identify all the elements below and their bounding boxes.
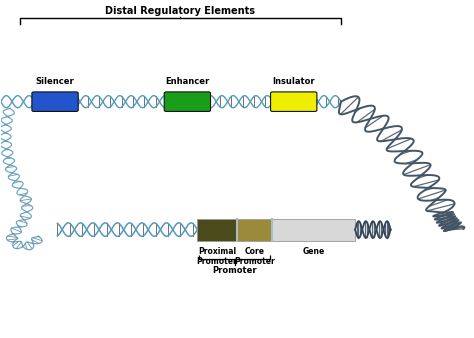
Text: Insulator: Insulator bbox=[273, 77, 315, 86]
Text: Silencer: Silencer bbox=[36, 77, 74, 86]
Text: Enhancer: Enhancer bbox=[165, 77, 210, 86]
Text: Promoter: Promoter bbox=[212, 266, 257, 275]
Text: Distal Regulatory Elements: Distal Regulatory Elements bbox=[105, 5, 255, 16]
FancyBboxPatch shape bbox=[164, 92, 210, 112]
Text: Proximal
Promoter: Proximal Promoter bbox=[197, 247, 237, 266]
FancyBboxPatch shape bbox=[273, 219, 355, 241]
FancyBboxPatch shape bbox=[32, 92, 78, 112]
FancyBboxPatch shape bbox=[197, 219, 237, 241]
FancyBboxPatch shape bbox=[237, 219, 273, 241]
Text: Core
Promoter: Core Promoter bbox=[234, 247, 275, 266]
FancyBboxPatch shape bbox=[271, 92, 317, 112]
Text: Gene: Gene bbox=[303, 247, 325, 256]
